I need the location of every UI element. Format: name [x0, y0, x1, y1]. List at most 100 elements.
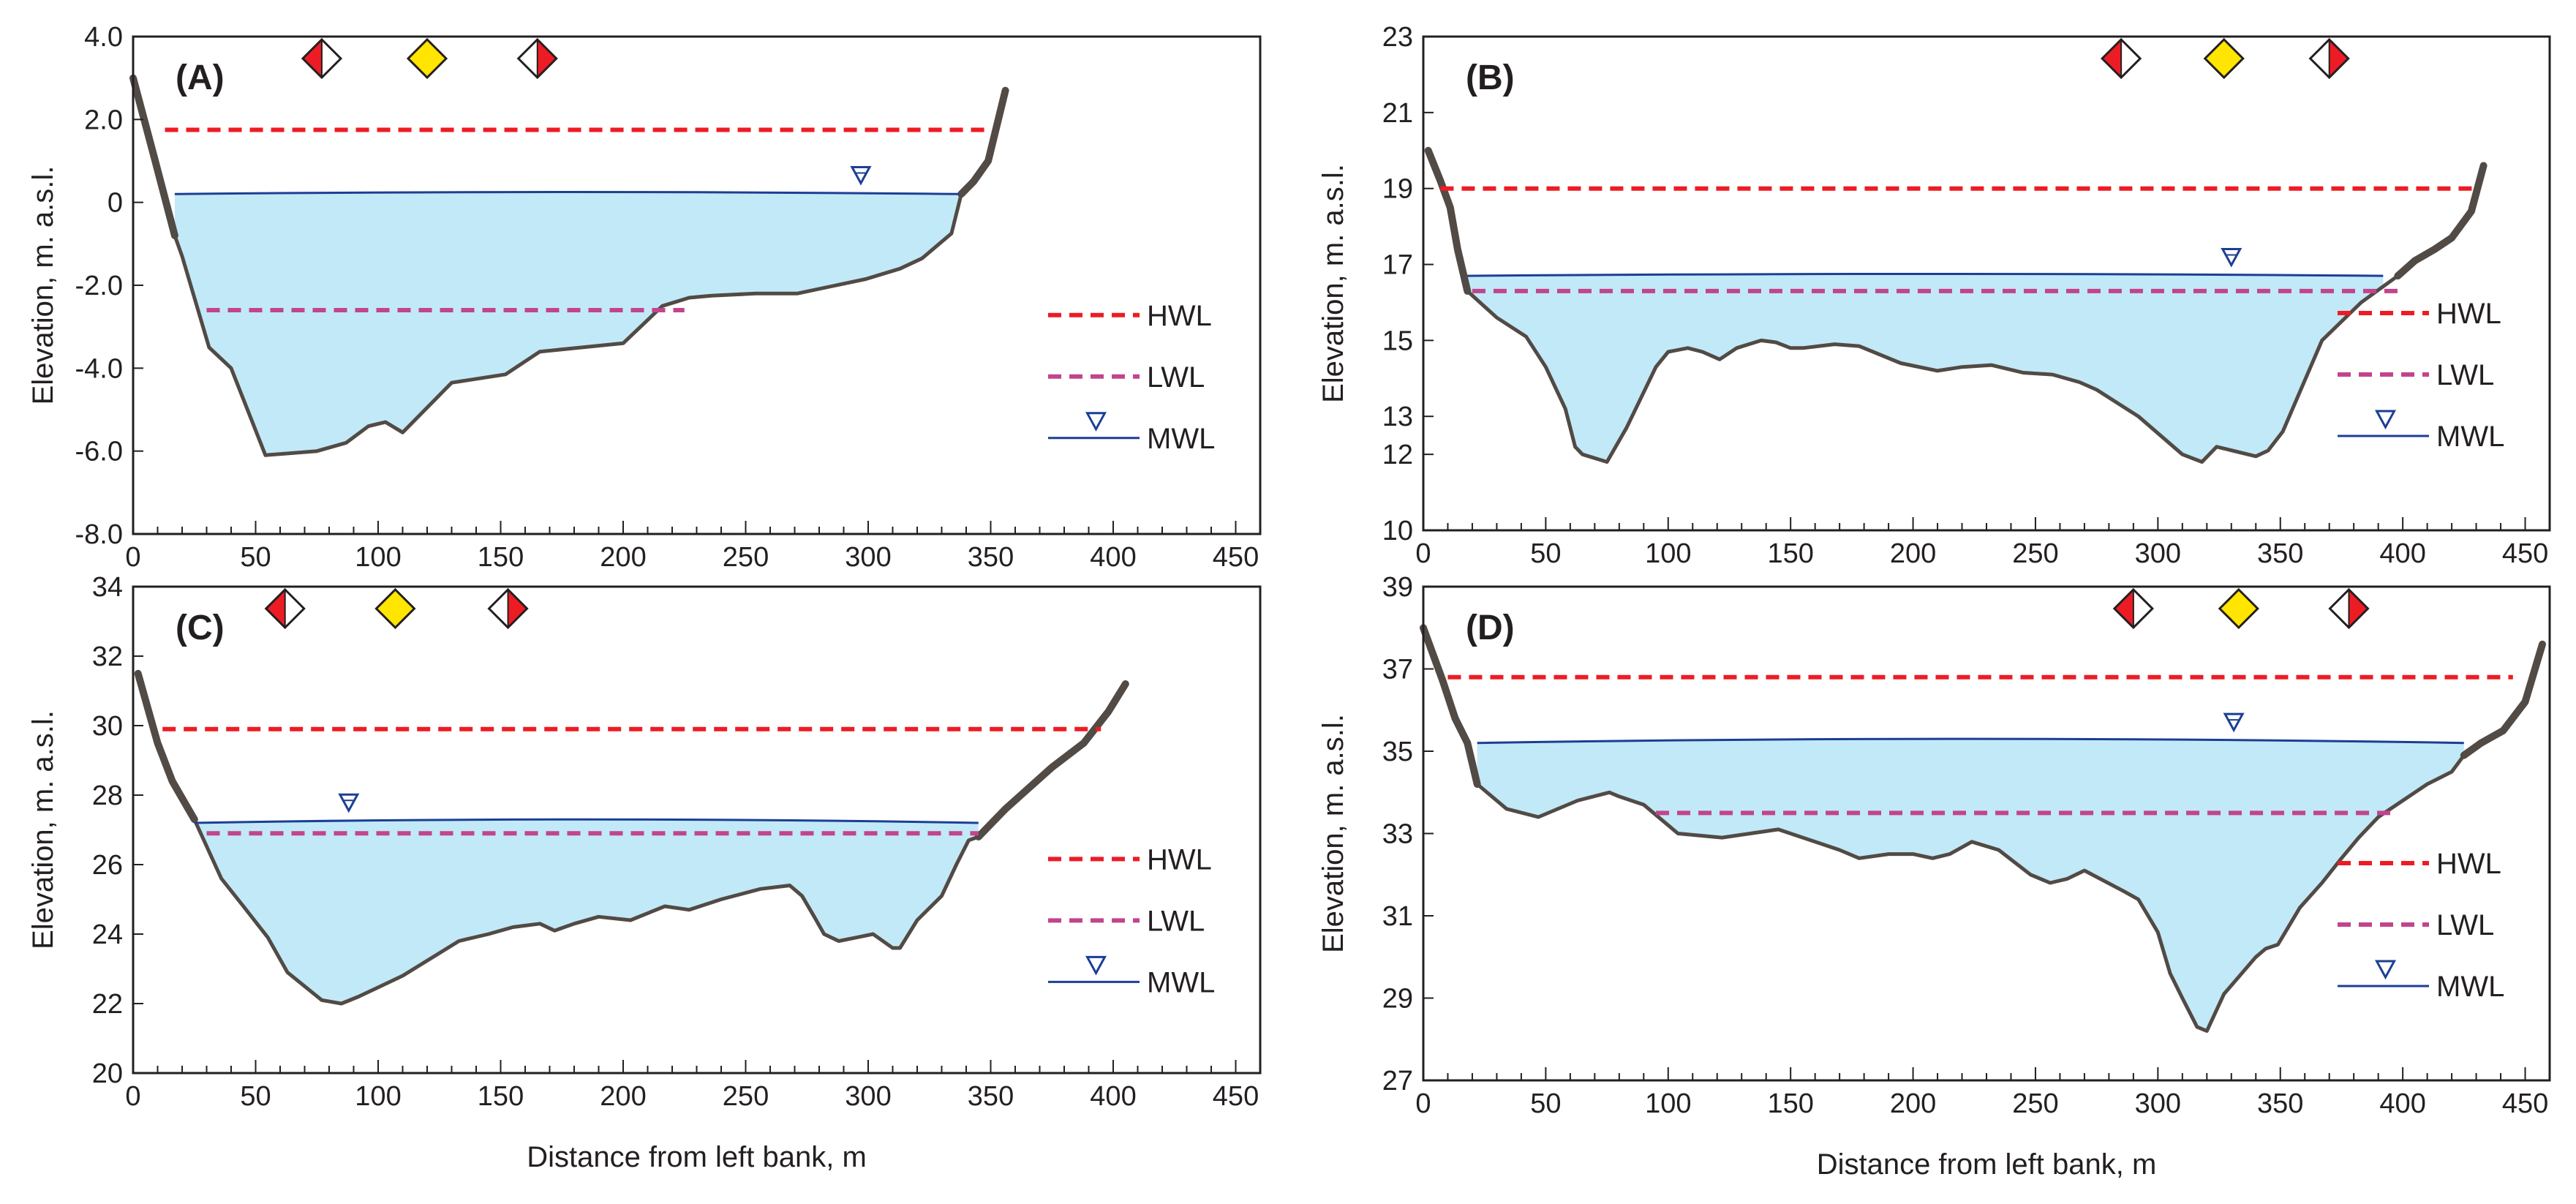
- chart-panel-a: 0 50 100 150 200 250 300 350 400 450 -8.0 -6.0 -4.0 -…: [27, 22, 1262, 573]
- y-tick-label: 0: [108, 188, 123, 219]
- legend-lwl-label: LWL: [1147, 905, 1205, 937]
- marker-yellow-diamond: [374, 587, 416, 630]
- x-tick-label: 50: [240, 1081, 271, 1112]
- marker-right-red-icon: [2328, 587, 2370, 630]
- river-bed-line: [136, 673, 1127, 1006]
- mwl-triangle-icon: [2223, 712, 2245, 733]
- right-bank-line: [2394, 162, 2488, 280]
- right-bank-line: [957, 86, 1009, 198]
- x-tick-label: 150: [478, 1081, 524, 1112]
- marker-yellow-icon: [2218, 587, 2259, 630]
- legend: HWL LWL MWL: [1048, 843, 1215, 998]
- y-axis-title: Elevation, m. a.s.l.: [27, 166, 59, 405]
- marker-left-red-icon: [301, 37, 343, 80]
- x-tick-label: 200: [600, 1081, 646, 1112]
- x-tick-label: 0: [125, 1081, 140, 1112]
- panel-label: (A): [176, 59, 225, 97]
- y-tick-label: 28: [92, 780, 123, 811]
- y-axis-title: Elevation, m. a.s.l.: [27, 710, 59, 949]
- y-tick-label: 39: [1382, 572, 1413, 603]
- y-tick-label: 15: [1382, 326, 1413, 356]
- x-tick-label: 250: [723, 542, 769, 573]
- x-tick-label: 0: [125, 542, 140, 573]
- y-tick-label: 20: [92, 1058, 123, 1089]
- x-tick-label: 300: [2135, 1088, 2181, 1119]
- y-tick-label: -2.0: [75, 271, 123, 301]
- y-tick-label: 26: [92, 850, 123, 881]
- legend-hwl-label: HWL: [2436, 298, 2501, 330]
- marker-yellow-diamond: [2203, 37, 2245, 80]
- x-tick-label: 100: [355, 542, 401, 573]
- mwl-line: [174, 191, 960, 195]
- marker-red-half: [2102, 39, 2122, 78]
- y-tick-label: 2.0: [84, 105, 123, 135]
- legend-lwl-label: LWL: [2436, 909, 2494, 941]
- y-tick-label: -6.0: [75, 437, 123, 467]
- x-tick-label: 150: [478, 542, 524, 573]
- marker-right-red-icon: [516, 37, 558, 80]
- x-tick-label: 350: [2257, 538, 2303, 569]
- marker-left-red-icon: [2112, 587, 2154, 630]
- marker-left-red-icon: [264, 587, 306, 630]
- legend-lwl-label: LWL: [2436, 359, 2494, 391]
- water-area: [194, 819, 979, 1004]
- x-tick-label: 0: [1415, 1088, 1431, 1119]
- legend: HWL LWL MWL: [1048, 300, 1215, 455]
- y-tick-label: 34: [92, 572, 123, 603]
- x-tick-label: 50: [1530, 1088, 1561, 1119]
- marker-red-half: [2329, 39, 2349, 78]
- legend-mwl-label: MWL: [2436, 421, 2504, 453]
- panel-label: (B): [1466, 59, 1515, 97]
- y-tick-label: 12: [1382, 440, 1413, 470]
- y-tick-label: 33: [1382, 819, 1413, 850]
- x-tick-label: 400: [1090, 542, 1136, 573]
- marker-yellow-diamond: [2218, 587, 2259, 630]
- legend-hwl-label: HWL: [1147, 300, 1212, 332]
- mwl-triangle-icon: [850, 166, 872, 186]
- marker-red-half: [2114, 590, 2134, 628]
- x-tick-label: 250: [2012, 538, 2058, 569]
- legend-mwl-triangle-icon: [1085, 955, 1107, 976]
- mwl-triangle-icon: [338, 793, 360, 813]
- marker-yellow-icon: [406, 37, 448, 80]
- x-tick-label: 450: [2502, 538, 2548, 569]
- x-tick-label: 200: [1890, 538, 1936, 569]
- marker-red-half: [508, 590, 527, 628]
- y-tick-label: 27: [1382, 1066, 1413, 1096]
- x-tick-label: 450: [1213, 1081, 1259, 1112]
- right-bank-line: [2460, 640, 2546, 759]
- legend: HWL LWL MWL: [2338, 298, 2504, 453]
- y-tick-label: 21: [1382, 98, 1413, 129]
- y-tick-label: 22: [92, 989, 123, 1020]
- x-tick-label: 50: [1530, 538, 1561, 569]
- marker-red-half: [537, 39, 557, 78]
- legend-hwl-label: HWL: [1147, 843, 1212, 876]
- left-bank-line: [1424, 146, 1472, 295]
- legend: HWL LWL MWL: [2338, 848, 2504, 1003]
- y-tick-label: 4.0: [84, 22, 123, 53]
- legend-mwl-label: MWL: [1147, 423, 1215, 455]
- x-tick-label: 250: [2012, 1088, 2058, 1119]
- panel-label: (C): [176, 609, 225, 647]
- river-bed-line: [1421, 627, 2545, 1033]
- y-tick-label: 10: [1382, 516, 1413, 546]
- left-bank-line: [1420, 624, 1481, 788]
- legend-hwl-label: HWL: [2436, 848, 2501, 880]
- mwl-triangle-icon: [2221, 248, 2242, 268]
- y-axis-title: Elevation, m. a.s.l.: [1317, 164, 1349, 403]
- marker-yellow-icon: [2203, 37, 2245, 80]
- mwl-line: [1467, 273, 2384, 277]
- y-tick-label: -4.0: [75, 353, 123, 384]
- y-tick-label: 30: [92, 711, 123, 742]
- x-tick-label: 350: [2257, 1088, 2303, 1119]
- y-tick-label: 31: [1382, 901, 1413, 932]
- legend-lwl-label: LWL: [1147, 361, 1205, 394]
- marker-right-red-icon: [2308, 37, 2350, 80]
- marker-red-half: [2349, 590, 2368, 628]
- y-tick-label: 24: [92, 919, 123, 950]
- river-bed-line: [131, 78, 1008, 457]
- x-tick-label: 150: [1767, 538, 1813, 569]
- marker-red-half: [302, 39, 322, 78]
- legend-mwl-label: MWL: [1147, 966, 1215, 998]
